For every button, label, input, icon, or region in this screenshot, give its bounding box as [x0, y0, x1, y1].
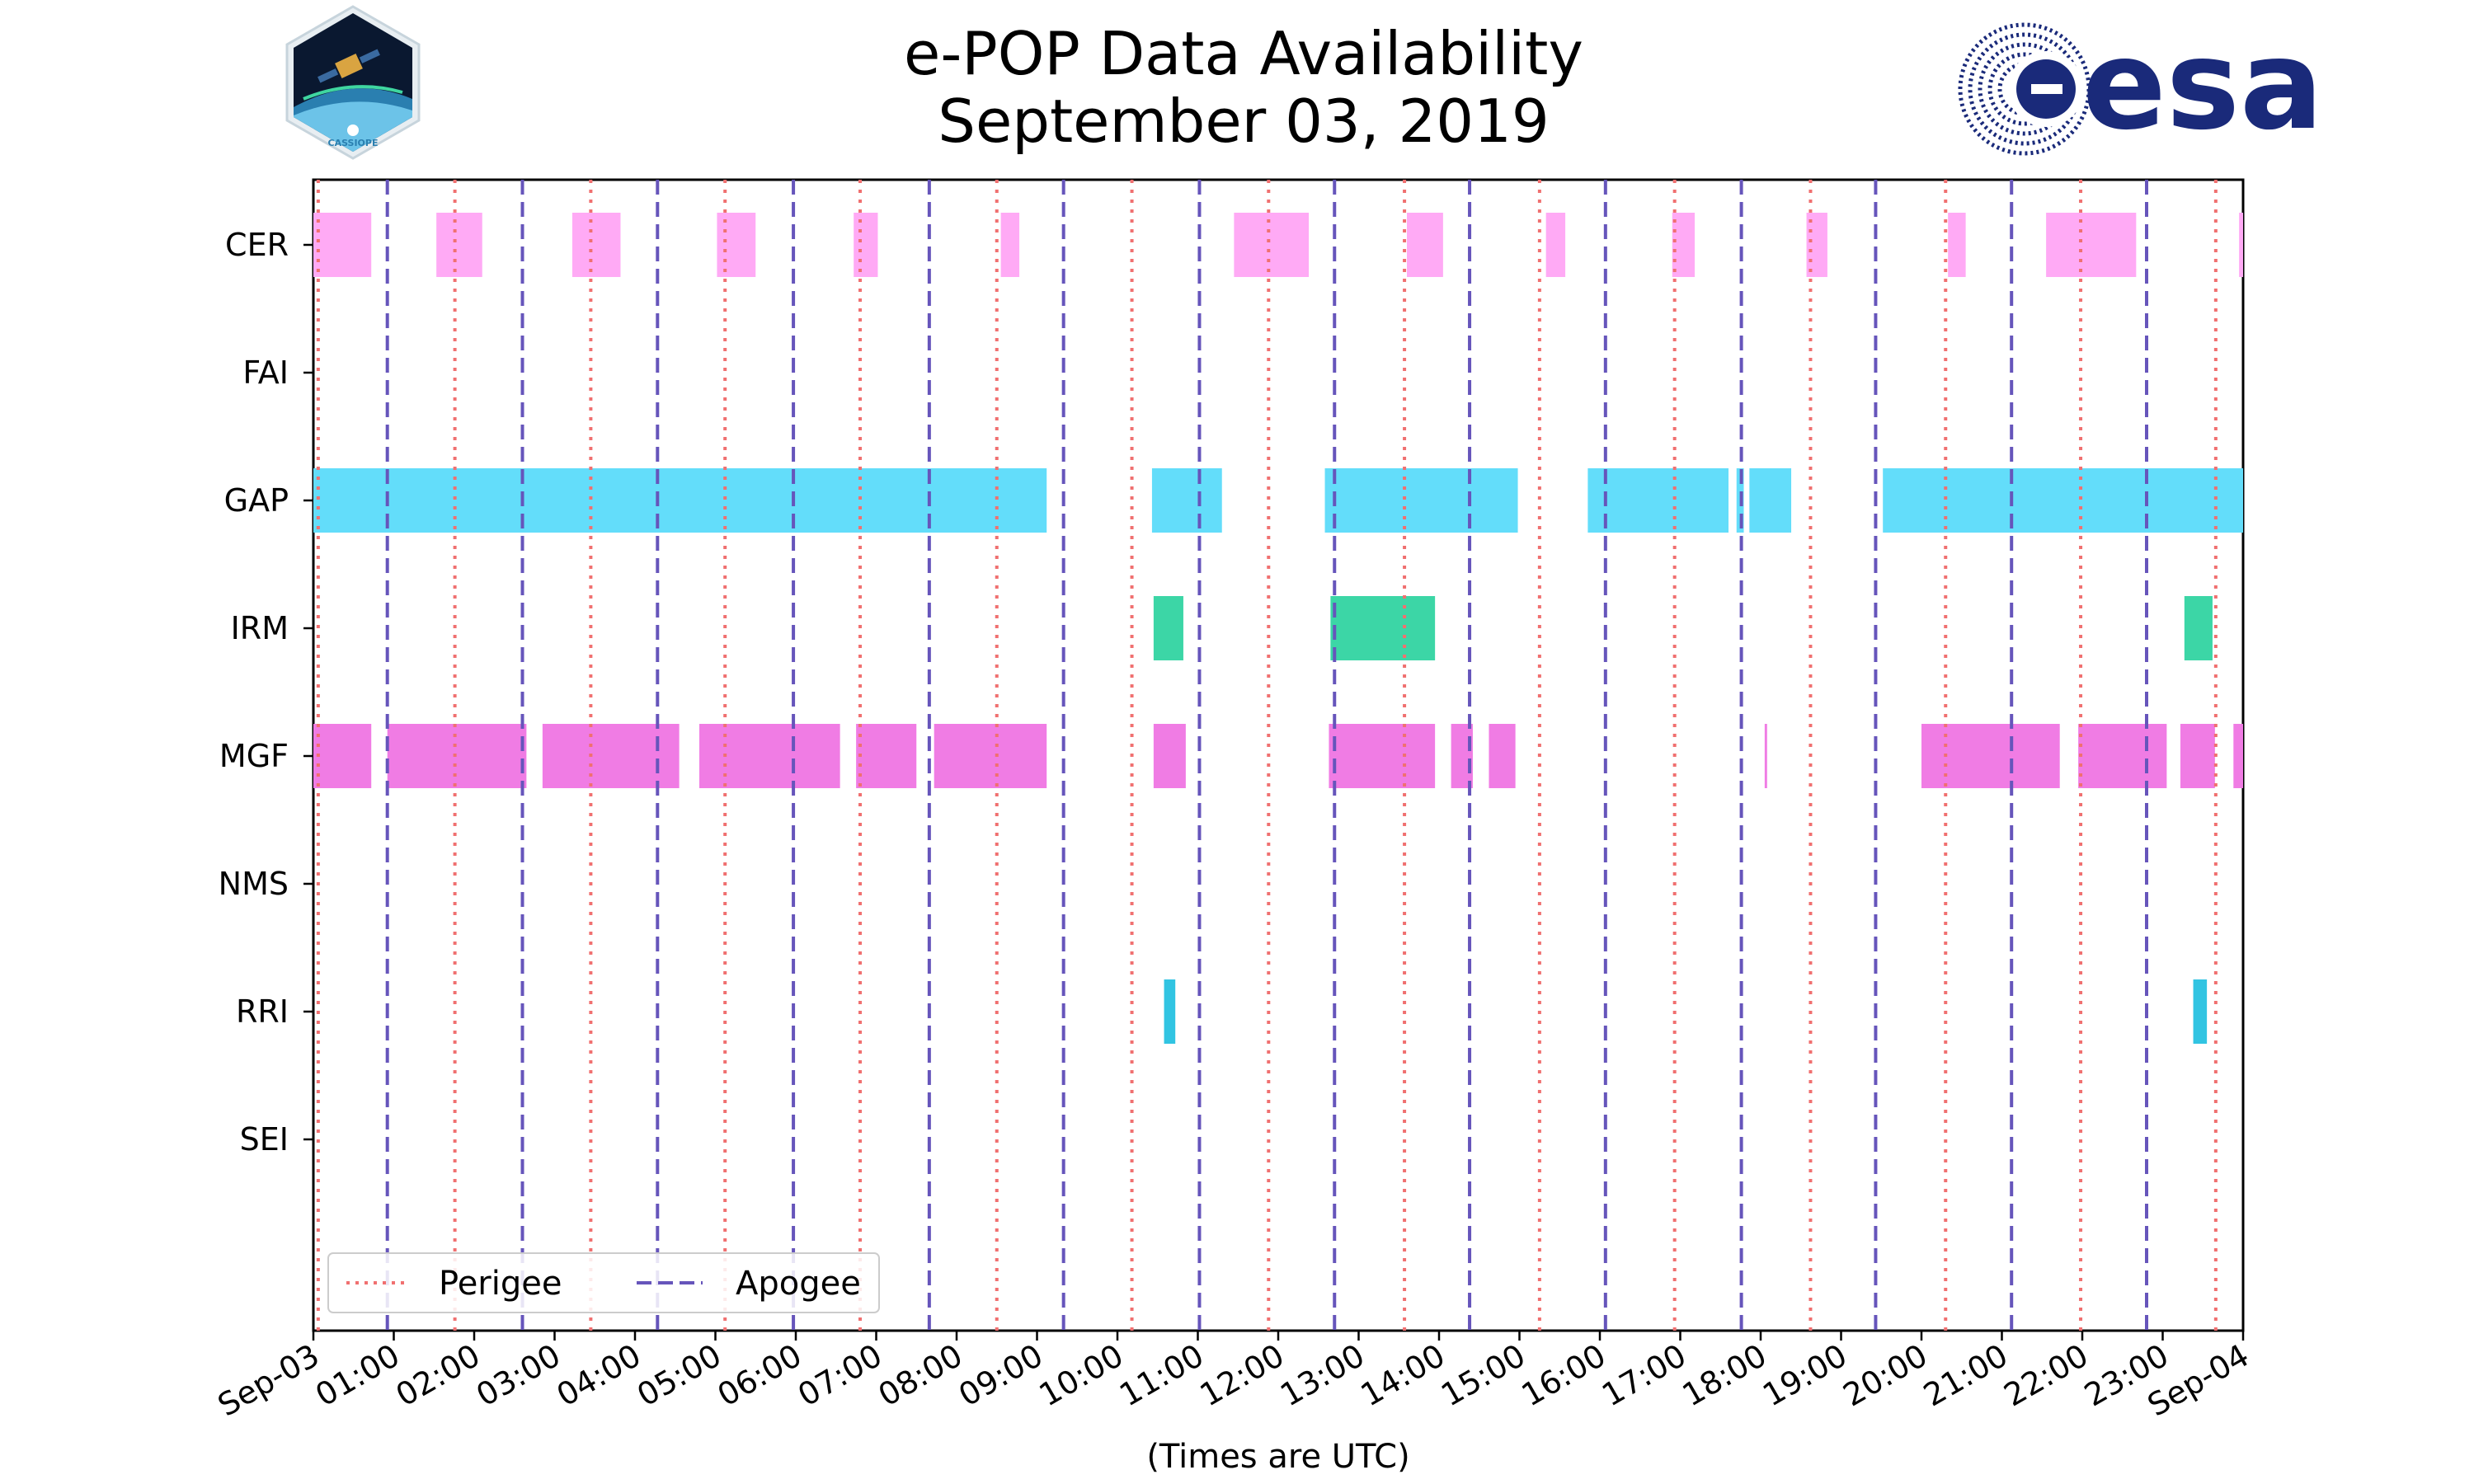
bar-gap-5 [1749, 468, 1792, 533]
bar-gap-2 [1324, 468, 1518, 533]
y-tick-label-irm: IRM [231, 610, 289, 646]
x-axis-label: (Times are UTC) [1146, 1438, 1409, 1476]
cassiope-logo-text: CASSIOPE [328, 138, 379, 148]
bar-rri-1 [2193, 979, 2208, 1044]
x-axis: Sep-0301:0002:0003:0004:0005:0006:0007:0… [212, 1331, 2255, 1424]
y-tick-label-gap: GAP [224, 482, 289, 519]
bar-irm-0 [1153, 596, 1183, 660]
bar-cer-0 [313, 213, 372, 277]
x-tick-label-15: 15:00 [1435, 1337, 1531, 1414]
legend: Perigee Apogee [327, 1252, 880, 1313]
y-tick-label-cer: CER [225, 227, 289, 263]
legend-box [327, 1252, 880, 1313]
y-tick-label-nms: NMS [219, 866, 289, 902]
x-tick-label-9: 09:00 [952, 1337, 1049, 1414]
bar-cer-6 [1234, 213, 1310, 277]
x-tick-label-3: 03:00 [470, 1337, 567, 1414]
bar-rri-0 [1164, 979, 1176, 1044]
bar-gap-0 [313, 468, 1047, 533]
x-tick-label-22: 22:00 [1998, 1337, 2095, 1414]
bar-irm-2 [2184, 596, 2213, 660]
bar-cer-12 [2046, 213, 2137, 277]
x-tick-label-6: 06:00 [712, 1337, 808, 1414]
bar-cer-9 [1672, 213, 1696, 277]
bar-cer-13 [2239, 213, 2243, 277]
bar-gap-6 [1883, 468, 2243, 533]
x-tick-label-2: 02:00 [390, 1337, 487, 1414]
orbit-reference-lines [316, 180, 2218, 1331]
bar-cer-4 [854, 213, 878, 277]
bar-mgf-4 [856, 724, 917, 788]
bar-mgf-11 [1921, 724, 2060, 788]
x-tick-label-0: Sep-03 [212, 1337, 326, 1424]
x-tick-label-4: 04:00 [551, 1337, 647, 1414]
bar-mgf-6 [1153, 724, 1186, 788]
bar-cer-2 [571, 213, 621, 277]
x-tick-label-7: 07:00 [792, 1337, 888, 1414]
x-tick-label-10: 10:00 [1033, 1337, 1130, 1414]
x-tick-label-1: 01:00 [309, 1337, 406, 1414]
y-axis: CER FAI GAP IRM MGF NMS RRI SEI [219, 227, 313, 1158]
bar-mgf-9 [1489, 724, 1516, 788]
bar-cer-8 [1545, 213, 1566, 277]
y-tick-label-fai: FAI [242, 355, 289, 391]
bar-mgf-14 [2233, 724, 2243, 788]
bar-gap-3 [1587, 468, 1729, 533]
x-tick-label-11: 11:00 [1113, 1337, 1210, 1414]
legend-perigee-label: Perigee [439, 1265, 562, 1303]
bar-mgf-8 [1451, 724, 1473, 788]
x-tick-label-14: 14:00 [1355, 1337, 1451, 1414]
x-tick-label-21: 21:00 [1917, 1337, 2014, 1414]
esa-logo: esa [1958, 14, 2323, 157]
esa-swirl-icon [1958, 22, 2091, 156]
chart-title-line-2: September 03, 2019 [938, 87, 1549, 156]
bar-mgf-3 [699, 724, 840, 788]
esa-logo-text: esa [2082, 14, 2323, 157]
x-tick-label-8: 08:00 [872, 1337, 969, 1414]
x-tick-label-12: 12:00 [1194, 1337, 1291, 1414]
y-tick-label-mgf: MGF [219, 738, 289, 774]
bar-mgf-7 [1329, 724, 1436, 788]
x-tick-label-19: 19:00 [1757, 1337, 1853, 1414]
x-tick-label-20: 20:00 [1837, 1337, 1934, 1414]
bar-cer-1 [436, 213, 482, 277]
bar-cer-7 [1407, 213, 1443, 277]
bar-cer-10 [1806, 213, 1827, 277]
x-tick-label-5: 05:00 [631, 1337, 727, 1414]
x-tick-label-18: 18:00 [1677, 1337, 1773, 1414]
bar-mgf-0 [313, 724, 372, 788]
bar-cer-11 [1948, 213, 1966, 277]
cassiope-logo: CASSIOPE [285, 5, 421, 160]
bar-cer-3 [717, 213, 756, 277]
y-tick-label-rri: RRI [236, 993, 289, 1030]
bar-irm-1 [1330, 596, 1436, 660]
chart-title-line-1: e-POP Data Availability [904, 19, 1583, 88]
bar-mgf-10 [1764, 724, 1767, 788]
bar-cer-5 [1000, 213, 1020, 277]
bar-mgf-2 [542, 724, 680, 788]
y-tick-label-sei: SEI [240, 1121, 289, 1158]
bar-gap-1 [1151, 468, 1222, 533]
legend-apogee-label: Apogee [736, 1265, 861, 1303]
x-tick-label-13: 13:00 [1274, 1337, 1371, 1414]
bar-mgf-13 [2180, 724, 2215, 788]
bar-mgf-12 [2078, 724, 2167, 788]
bar-mgf-1 [387, 724, 527, 788]
x-tick-label-16: 16:00 [1516, 1337, 1612, 1414]
bar-mgf-5 [934, 724, 1047, 788]
availability-bars [313, 213, 2243, 1044]
x-tick-label-17: 17:00 [1596, 1337, 1692, 1414]
